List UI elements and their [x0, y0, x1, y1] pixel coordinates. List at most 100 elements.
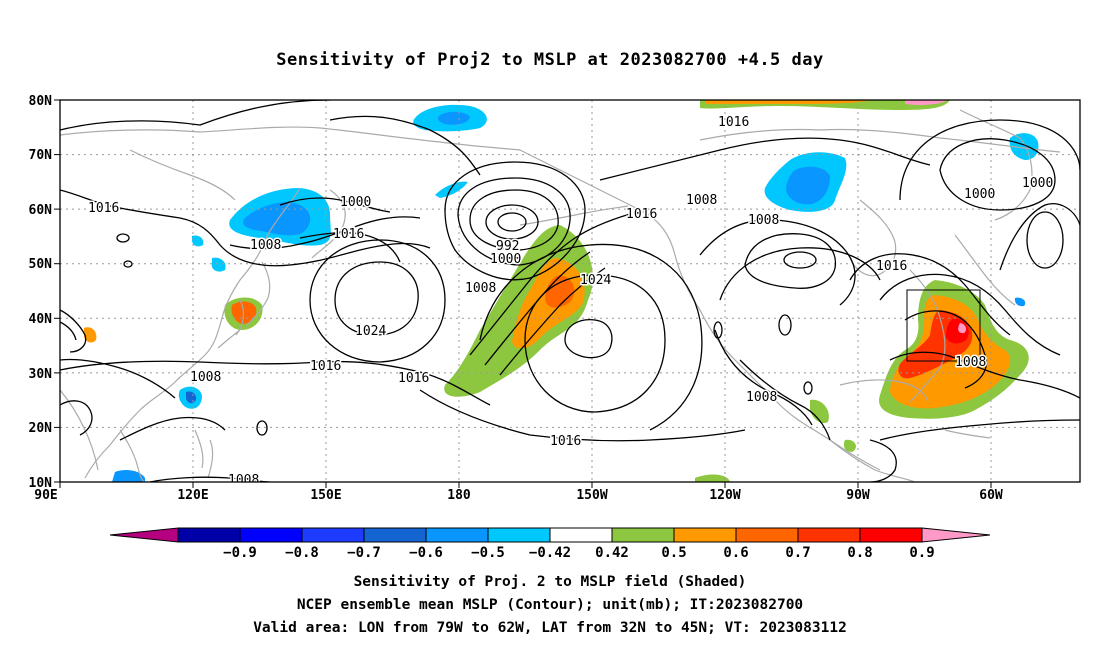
lon-label: 180 [447, 488, 471, 503]
colorbar-label: −0.9 [223, 545, 257, 561]
contour-label: 1000 [490, 252, 521, 267]
lon-label: 90W [846, 488, 870, 503]
mslp-contours [60, 100, 1080, 482]
colorbar-label: 0.42 [595, 545, 629, 561]
coast-asia-east [84, 187, 301, 479]
negative-region-south-china [112, 470, 145, 482]
contour-label: 1008 [228, 473, 259, 488]
lat-lon-grid [60, 100, 1080, 482]
contour-east-1008 [999, 203, 1080, 271]
contour-1008-gulf [739, 359, 831, 441]
caption-line-1: Sensitivity of Proj. 2 to MSLP field (Sh… [353, 574, 747, 590]
colorbar-label: 0.7 [785, 545, 810, 561]
contour-1000-greenland [939, 138, 1056, 211]
lat-label: 70N [29, 148, 53, 163]
contour-1008-mexico [714, 329, 813, 426]
colorbar-swatch [549, 527, 613, 543]
colorbar-label: −0.5 [471, 545, 505, 561]
contour-small-china [256, 420, 268, 436]
colorbar-label: 0.5 [661, 545, 686, 561]
colorbar-swatch [673, 527, 737, 543]
colorbar-swatch [425, 527, 489, 543]
contour-label: 1016 [88, 201, 119, 216]
negative-region-siberia [435, 181, 468, 198]
contour-1016-west-high [309, 239, 446, 363]
colorbar-swatch [735, 527, 799, 543]
lon-label: 120W [709, 488, 740, 503]
positive-region-west-edge [84, 327, 97, 343]
contour-1024-east-high [564, 319, 613, 359]
colorbar-swatch [363, 527, 427, 543]
colorbar-label: −0.8 [285, 545, 319, 561]
valid-area-box [906, 289, 981, 362]
contour-label: 1024 [580, 273, 611, 288]
contour-1008-small [778, 314, 792, 336]
colorbar-swatch [487, 527, 551, 543]
contour-1016-west [60, 189, 431, 267]
colorbar-swatch [797, 527, 861, 543]
colorbar-high-triangle [921, 527, 991, 543]
contour-label: 1008 [686, 193, 717, 208]
negative-region-north-america-core [786, 166, 830, 205]
contour-1016-atlantic-south [879, 419, 1080, 441]
coast-us-east [909, 269, 946, 403]
negative-region-china-1 [192, 235, 204, 247]
caption-line-2: NCEP ensemble mean MSLP (Contour); unit(… [296, 597, 804, 613]
contour-1016-atlantic-outer [879, 273, 1061, 356]
caption-line-3: Valid area: LON from 79W to 62W, LAT fro… [253, 620, 847, 636]
contour-1008-greenland [899, 119, 1080, 201]
colorbar-label: −0.6 [409, 545, 443, 561]
contour-1000-japan [279, 197, 391, 213]
contour-label: 1008 [465, 281, 496, 296]
contour-diagonal-2 [484, 251, 591, 366]
coast-india [60, 389, 99, 471]
contour-label: 1016 [876, 259, 907, 274]
coast-gulf [839, 379, 929, 403]
coast-labrador [954, 234, 1016, 306]
colorbar-low-triangle [109, 527, 179, 543]
coast-philippines [194, 429, 214, 479]
contour-1016-south-asia [60, 358, 176, 399]
coast-korea [235, 299, 245, 336]
contour-labels: 1016 1000 1008 1016 992 1000 1008 1024 1… [87, 114, 1055, 488]
contour-west-india [60, 400, 93, 436]
map-frame [59, 99, 1081, 483]
contour-1024-west-high [334, 261, 419, 336]
negative-region-japan-core [243, 202, 311, 236]
contour-label: 1008 [190, 370, 221, 385]
coast-indochina [119, 429, 145, 482]
contour-1016-east-high [524, 274, 666, 413]
contour-1016-north [60, 100, 931, 181]
lon-label: 60W [979, 488, 1003, 503]
lat-label: 80N [29, 94, 53, 109]
contour-1008-atlantic [904, 310, 987, 389]
positive-region-pacific-small [695, 474, 730, 482]
coast-asia-north [60, 126, 521, 151]
coast-caribbean [944, 429, 991, 439]
coast-hudson-bay [849, 199, 897, 277]
positive-region-caribbean [843, 439, 856, 452]
coast-canada-north [699, 128, 1061, 153]
coast-siberia-inland [129, 149, 236, 201]
coastlines [60, 109, 1061, 482]
colorbar-swatch [301, 527, 365, 543]
contour-east-low [1026, 211, 1064, 269]
lat-label: 40N [29, 312, 53, 327]
colorbar: −0.9 −0.8 −0.7 −0.6 −0.5 −0.42 0.42 0.5 0.6 0.7 0.… [109, 527, 991, 561]
contour-1008-atlantic-outer [889, 351, 1080, 399]
contour-label: 1016 [310, 359, 341, 374]
contour-label: 1008 [748, 213, 779, 228]
contour-label: 1000 [964, 187, 995, 202]
colorbar-label: −0.42 [529, 545, 571, 561]
colorbar-label: 0.8 [847, 545, 872, 561]
negative-region-china-2 [211, 257, 226, 272]
lon-label: 150W [576, 488, 607, 503]
contour-label: 1008 [746, 390, 777, 405]
contour-label: 1024 [355, 324, 386, 339]
contour-low-ring-992 [469, 189, 559, 251]
contour-1008-east-high [479, 243, 703, 431]
contour-label: 1000 [1022, 176, 1053, 191]
lon-label: 120E [177, 488, 208, 503]
contour-1016-na [744, 233, 837, 289]
lat-label: 20N [29, 421, 53, 436]
